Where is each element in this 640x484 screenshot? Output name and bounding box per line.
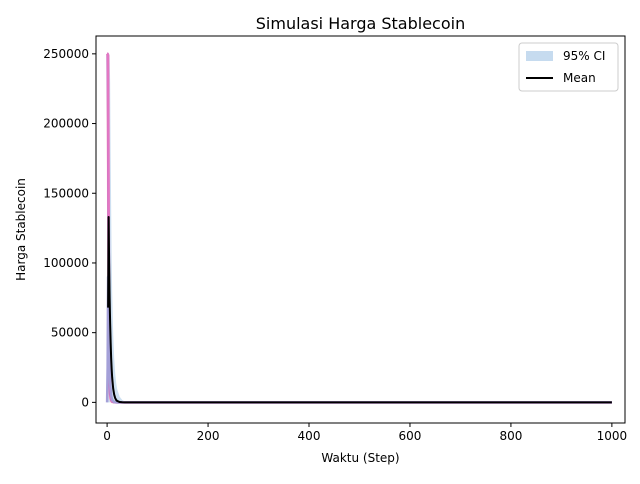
y-tick-label: 50000 [51, 326, 89, 340]
x-tick-label: 800 [499, 429, 522, 443]
legend-label: 95% CI [563, 49, 605, 63]
y-tick-label: 150000 [43, 186, 89, 200]
x-axis-label: Waktu (Step) [321, 451, 399, 465]
plot-area [105, 52, 612, 404]
chart-title: Simulasi Harga Stablecoin [256, 14, 465, 33]
y-tick-label: 200000 [43, 117, 89, 131]
x-tick-label: 200 [197, 429, 220, 443]
y-axis: 0 50000 100000 150000 200000 250000 [43, 47, 96, 409]
x-axis: 0 200 400 600 800 1000 [103, 423, 627, 443]
y-tick-label: 0 [81, 395, 89, 409]
y-tick-label: 100000 [43, 256, 89, 270]
x-tick-label: 600 [399, 429, 422, 443]
x-tick-label: 400 [298, 429, 321, 443]
y-axis-label: Harga Stablecoin [14, 178, 28, 281]
series-group [105, 52, 612, 404]
plot-frame [95, 35, 626, 424]
legend-label: Mean [563, 71, 596, 85]
y-tick-label: 250000 [43, 47, 89, 61]
legend: 95% CI Mean [518, 42, 619, 92]
x-tick-label: 1000 [597, 429, 628, 443]
legend-ci-swatch [526, 51, 553, 61]
mean-line [107, 215, 612, 404]
x-tick-label: 0 [103, 429, 111, 443]
